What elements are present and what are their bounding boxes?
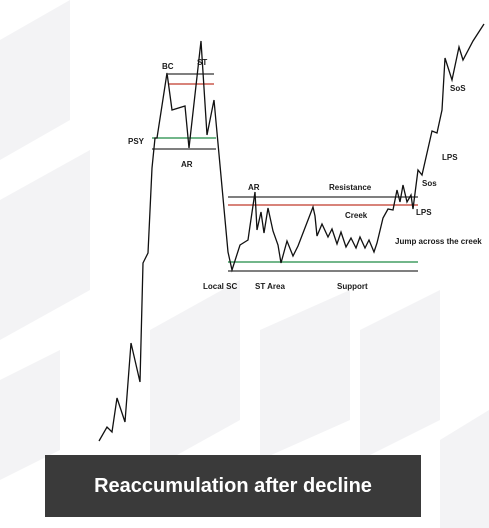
level-lines [152,73,418,272]
label-psy: PSY [128,137,145,146]
label-lps-upper: LPS [442,153,458,162]
label-st-area: ST Area [255,282,285,291]
annotations: BC ST PSY AR AR Resistance Creek SoS LPS… [128,58,482,291]
label-resistance: Resistance [329,183,372,192]
caption-text: Reaccumulation after decline [94,474,372,497]
label-creek: Creek [345,211,368,220]
price-path [98,23,485,442]
label-lps-lower: LPS [416,208,432,217]
label-jump: Jump across the creek [395,237,482,246]
label-local-sc: Local SC [203,282,237,291]
label-support: Support [337,282,368,291]
label-ar-left: AR [181,160,193,169]
label-sos-upper: SoS [450,84,466,93]
label-st-top: ST [197,58,207,67]
label-ar-right: AR [248,183,260,192]
label-sos-lower: Sos [422,179,437,188]
caption-box: Reaccumulation after decline [45,455,421,517]
label-bc: BC [162,62,174,71]
